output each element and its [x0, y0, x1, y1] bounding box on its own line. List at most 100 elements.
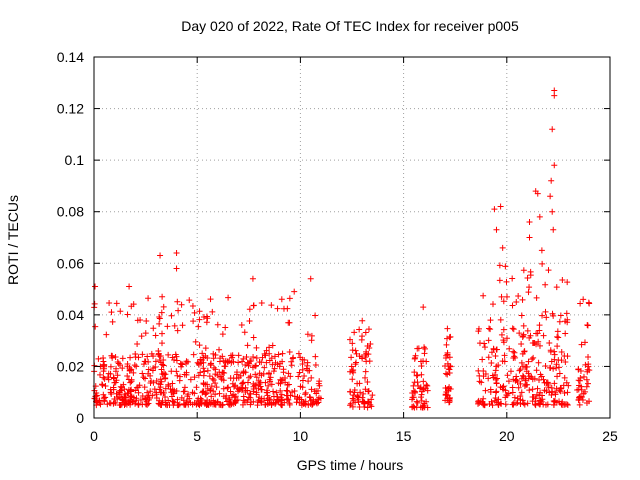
data-point	[135, 389, 142, 396]
data-point	[586, 300, 593, 307]
data-point	[498, 331, 505, 338]
data-point	[206, 373, 213, 380]
data-point	[446, 354, 453, 361]
data-point	[250, 385, 257, 392]
data-point	[365, 388, 372, 395]
data-point	[552, 391, 559, 398]
data-point	[556, 370, 563, 377]
data-point	[173, 265, 180, 272]
data-point	[543, 379, 550, 386]
data-point	[277, 394, 284, 401]
data-point	[135, 401, 142, 408]
data-point	[92, 283, 99, 290]
data-point	[271, 353, 278, 360]
data-point	[218, 374, 225, 381]
data-point	[203, 390, 210, 397]
data-point	[207, 362, 214, 369]
data-point	[585, 361, 592, 368]
data-point	[268, 302, 275, 309]
data-point	[274, 305, 281, 312]
data-point	[184, 398, 191, 405]
data-point	[357, 389, 364, 396]
data-point	[540, 332, 547, 339]
data-point	[250, 302, 257, 309]
data-point	[101, 362, 108, 369]
data-point	[279, 350, 286, 357]
data-point	[418, 397, 425, 404]
data-point	[553, 361, 560, 368]
data-point	[246, 306, 253, 313]
data-point	[488, 360, 495, 367]
data-point	[150, 353, 157, 360]
data-point	[222, 395, 229, 402]
data-point	[475, 328, 482, 335]
data-point	[99, 382, 106, 389]
data-point	[240, 393, 247, 400]
data-point	[213, 384, 220, 391]
data-point	[144, 353, 151, 360]
data-point	[538, 398, 545, 405]
data-point	[347, 400, 354, 407]
data-point	[96, 397, 103, 404]
data-point	[174, 327, 181, 334]
data-point	[564, 279, 571, 286]
data-point	[520, 322, 527, 329]
data-point	[525, 358, 532, 365]
data-point	[542, 401, 549, 408]
data-point	[126, 367, 133, 374]
data-point	[479, 356, 486, 363]
data-point	[525, 289, 532, 296]
data-point	[262, 379, 269, 386]
data-point	[117, 308, 124, 315]
data-point	[307, 394, 314, 401]
data-point	[197, 369, 204, 376]
data-point	[577, 300, 584, 307]
data-point	[575, 366, 582, 373]
data-point	[421, 344, 428, 351]
data-point	[533, 367, 540, 374]
data-point	[235, 359, 242, 366]
data-point	[519, 372, 526, 379]
data-point	[475, 398, 482, 405]
data-point	[187, 376, 194, 383]
data-point	[165, 381, 172, 388]
data-point	[225, 384, 232, 391]
data-point	[487, 326, 494, 333]
data-point	[564, 402, 571, 409]
data-point	[518, 359, 525, 366]
data-point	[530, 354, 537, 361]
data-point	[220, 369, 227, 376]
data-point	[301, 357, 308, 364]
data-point	[190, 318, 197, 325]
data-point	[269, 361, 276, 368]
data-point	[242, 369, 249, 376]
data-point	[214, 372, 221, 379]
data-point	[175, 307, 182, 314]
data-point	[517, 366, 524, 373]
data-point	[252, 371, 259, 378]
data-point	[138, 333, 145, 340]
data-point	[581, 339, 588, 346]
data-point	[517, 401, 524, 408]
data-point	[366, 358, 373, 365]
data-point	[126, 283, 133, 290]
data-point	[554, 343, 561, 350]
data-point	[575, 377, 582, 384]
data-point	[164, 323, 171, 330]
data-point	[251, 382, 258, 389]
data-point	[526, 234, 533, 241]
data-point	[208, 393, 215, 400]
data-point	[509, 275, 516, 282]
data-point	[258, 299, 265, 306]
data-point	[200, 365, 207, 372]
data-point	[485, 375, 492, 382]
data-point	[302, 398, 309, 405]
y-tick-label: 0.04	[57, 307, 84, 323]
data-point	[551, 87, 558, 94]
data-point	[492, 376, 499, 383]
data-point	[481, 340, 488, 347]
data-point	[291, 288, 298, 295]
data-point	[128, 376, 135, 383]
data-point	[553, 385, 560, 392]
y-tick-label: 0.06	[57, 255, 84, 271]
